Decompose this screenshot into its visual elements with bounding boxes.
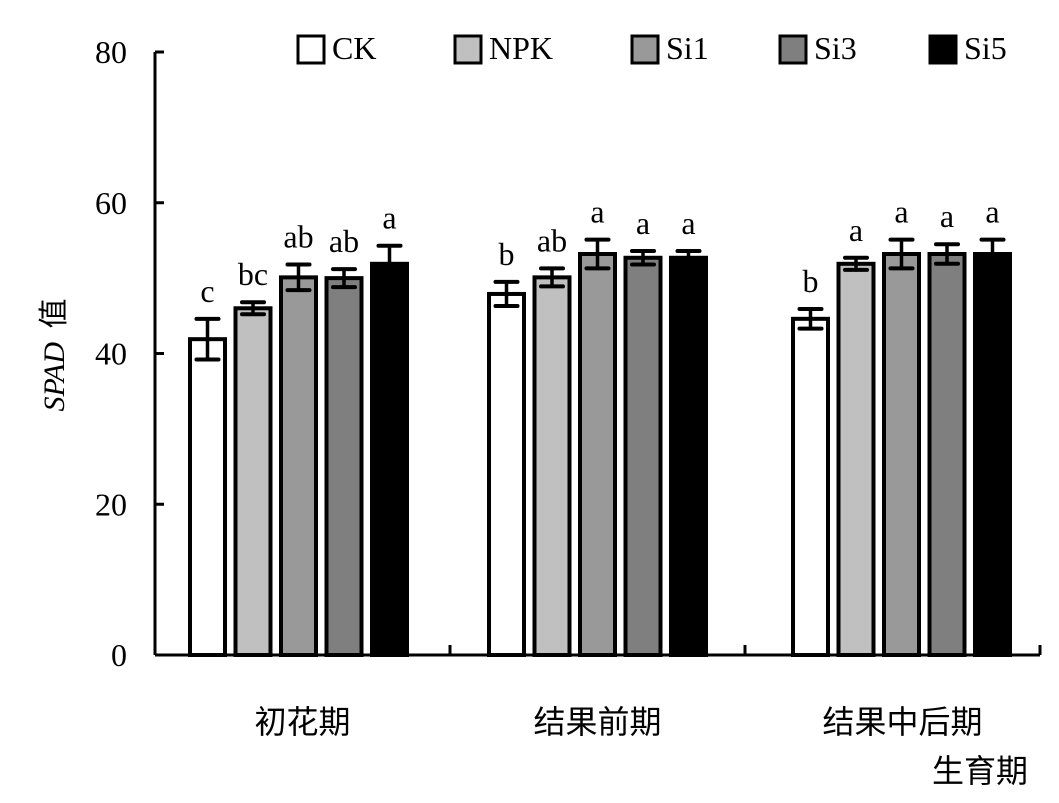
legend-swatch-ck — [296, 34, 326, 65]
y-axis-label-suffix: 值 — [38, 299, 71, 329]
bar-si5 — [370, 261, 409, 657]
y-tick-label: 40 — [95, 336, 127, 372]
bar-si3 — [324, 276, 364, 657]
legend-label-si5: Si5 — [964, 30, 1007, 66]
significance-letter: c — [200, 273, 214, 309]
x-tick-label: 结果前期 — [533, 704, 661, 740]
significance-letter: a — [894, 194, 908, 230]
y-tick-label: 60 — [95, 185, 127, 221]
significance-letter: a — [681, 205, 695, 241]
x-tick-label: 初花期 — [254, 704, 350, 740]
significance-letter: a — [940, 198, 954, 234]
bar-ck — [487, 291, 526, 657]
bar-ck — [188, 337, 227, 657]
legend-swatch-npk — [453, 34, 483, 65]
legend-label-si3: Si3 — [814, 30, 857, 66]
y-axis-label-italic: SPAD — [38, 342, 71, 412]
y-axis-label: SPAD 值 — [38, 299, 71, 412]
legend-swatch-si5 — [928, 34, 958, 65]
bar-npk — [532, 275, 572, 657]
legend-label-ck: CK — [332, 30, 376, 66]
bar-si5 — [669, 255, 708, 657]
significance-letter: ab — [329, 223, 359, 259]
legend-swatch-si1 — [630, 34, 660, 65]
legend-label-si1: Si1 — [666, 30, 709, 66]
significance-letter: a — [985, 194, 999, 230]
y-tick-label: 80 — [95, 34, 127, 70]
bar-si1 — [578, 252, 617, 657]
legend: CK NPK Si1 Si3 Si5 — [296, 30, 1007, 66]
bar-si1 — [882, 252, 921, 657]
axes: 0 20 40 60 80 初花期 结果前期 结果中后期 — [95, 34, 1042, 740]
bar-si3 — [623, 255, 663, 657]
legend-label-npk: NPK — [489, 30, 553, 66]
bar-si5 — [973, 252, 1012, 657]
bar-npk — [836, 261, 876, 657]
significance-letter: a — [849, 212, 863, 248]
significance-letter: ab — [537, 222, 567, 258]
significance-letter: ab — [283, 219, 313, 255]
x-axis-label: 生育期 — [932, 753, 1028, 789]
bar-npk — [233, 306, 273, 657]
x-tick-label: 结果中后期 — [822, 704, 982, 740]
bar-ck — [791, 316, 830, 657]
bar-si1 — [279, 275, 318, 657]
significance-letter: a — [590, 194, 604, 230]
y-tick-label: 0 — [111, 637, 127, 673]
legend-swatch-si3 — [778, 34, 808, 65]
bar-si3 — [927, 252, 967, 657]
y-tick-label: 20 — [95, 486, 127, 522]
significance-letter: a — [382, 200, 396, 236]
significance-letter: b — [803, 263, 819, 299]
significance-letter: bc — [238, 256, 268, 292]
significance-letter: a — [636, 205, 650, 241]
significance-letter: b — [499, 236, 515, 272]
